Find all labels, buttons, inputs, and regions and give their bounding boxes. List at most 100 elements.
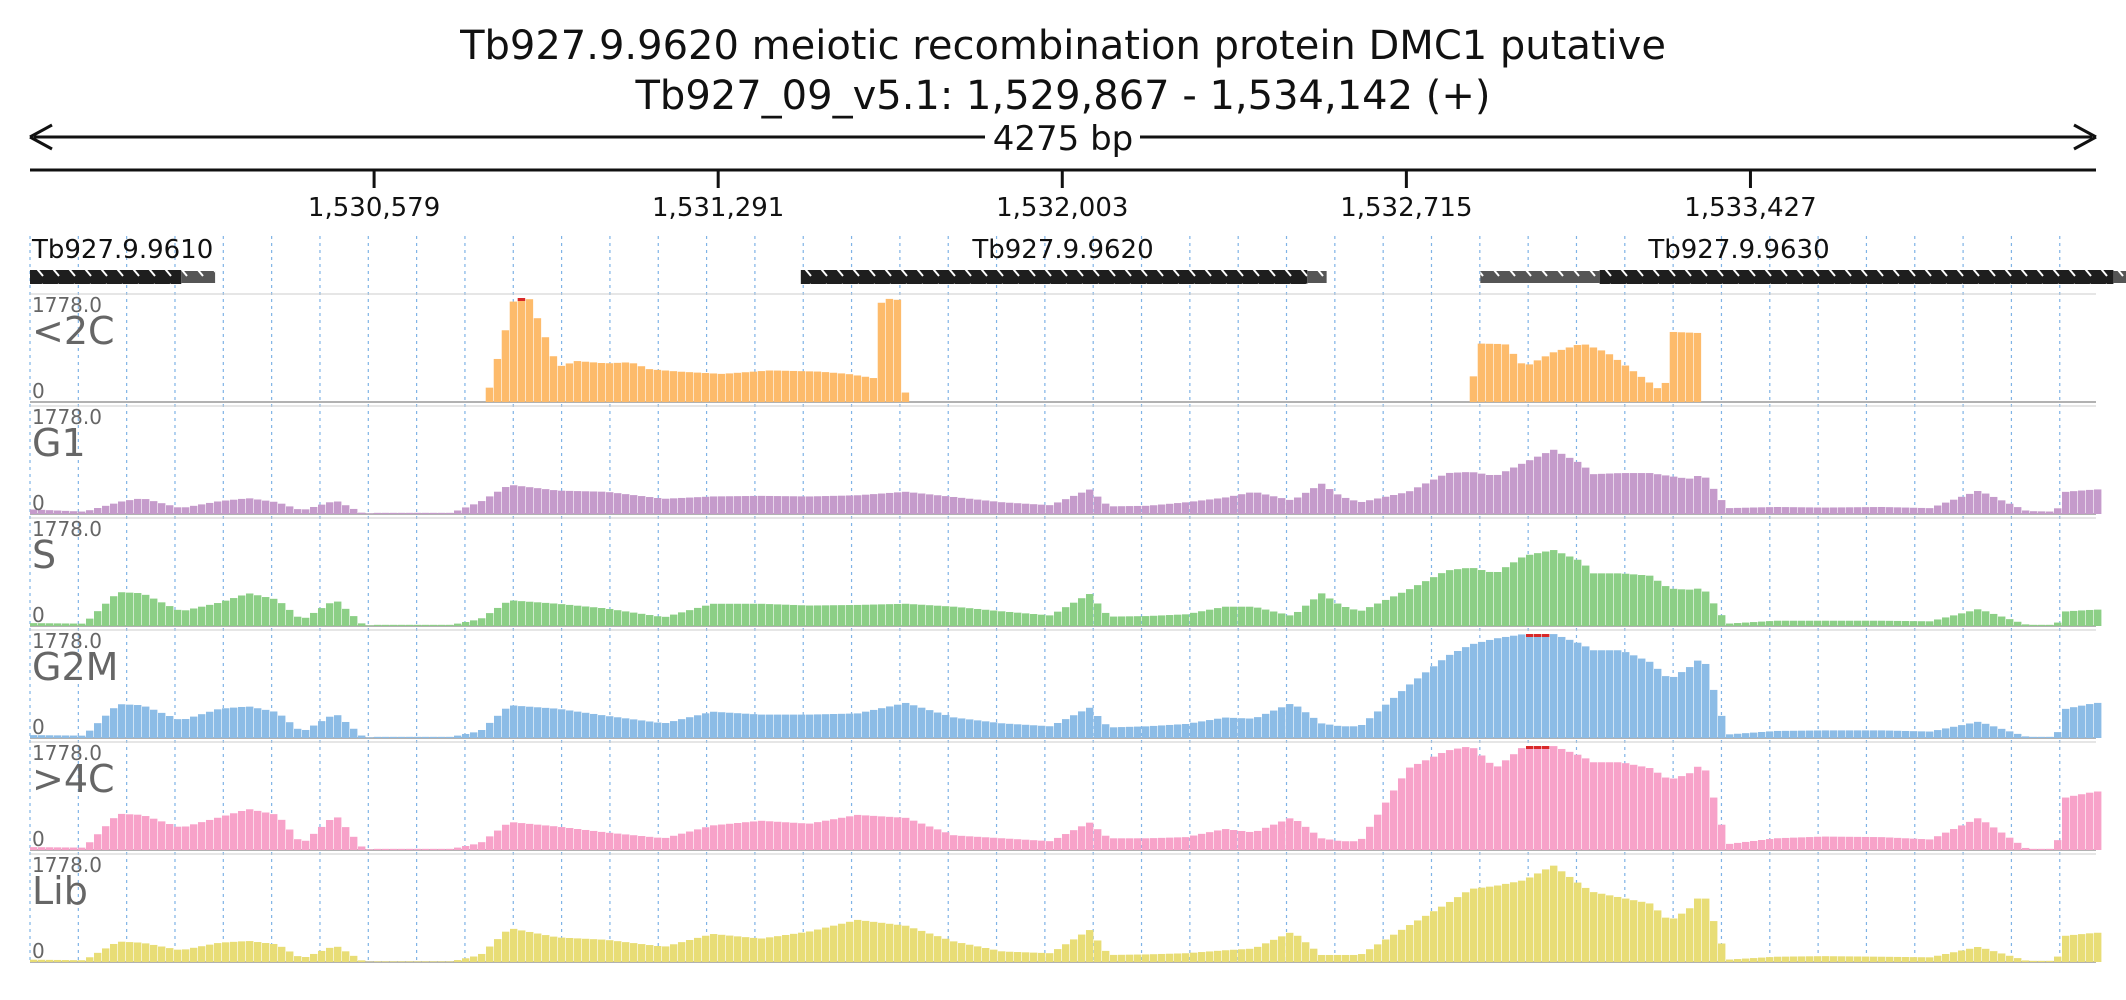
coverage-bar [1558, 553, 1566, 626]
coverage-bar [1886, 507, 1894, 514]
coverage-bar [1734, 842, 1742, 850]
coverage-bar [630, 719, 638, 738]
coverage-bar [78, 511, 86, 514]
coverage-bar [1942, 502, 1950, 514]
coverage-bar [1526, 877, 1534, 962]
coverage-bar [1630, 473, 1638, 514]
coverage-bar [1166, 503, 1174, 514]
coverage-bar [54, 510, 62, 514]
coverage-bar [1886, 730, 1894, 738]
coverage-bar [1613, 359, 1622, 402]
coverage-bar [2014, 842, 2022, 850]
coverage-bar [1814, 836, 1822, 850]
coverage-bar [501, 330, 510, 402]
coverage-bar [1270, 496, 1278, 514]
coverage-bar [118, 941, 126, 962]
coverage-bar [454, 735, 462, 738]
coverage-bar [118, 704, 126, 738]
coverage-bar [2078, 610, 2086, 626]
coverage-bar [302, 957, 310, 962]
coverage-bar [1470, 643, 1478, 738]
coverage-bar [502, 931, 510, 962]
coverage-bar [1358, 724, 1366, 738]
coverage-bar [1030, 952, 1038, 962]
coverage-bar [1278, 498, 1286, 514]
coverage-bar [1525, 364, 1534, 402]
coverage-bar [486, 496, 494, 514]
coverage-bar [446, 961, 454, 962]
coverage-bar [1006, 838, 1014, 850]
coverage-bar [398, 512, 406, 514]
coverage-bar [1710, 797, 1718, 850]
coverage-bar [901, 392, 910, 402]
coverage-bar [1806, 837, 1814, 850]
coverage-bar [910, 492, 918, 514]
coverage-bar [1198, 500, 1206, 514]
coverage-bar [1942, 617, 1950, 626]
coverage-bar [1718, 715, 1726, 738]
coverage-bar [1054, 722, 1062, 738]
coverage-bar [902, 491, 910, 514]
coverage-bar [1742, 841, 1750, 850]
coverage-bar [1286, 615, 1294, 626]
coverage-bar [1134, 505, 1142, 514]
coverage-bar [1198, 833, 1206, 850]
coverage-bar [1582, 646, 1590, 738]
coverage-bar [310, 506, 318, 514]
coverage-bar [1526, 634, 1534, 738]
coverage-bar [1390, 596, 1398, 626]
coverage-bar [862, 815, 870, 850]
coverage-bar [1622, 898, 1630, 962]
coverage-bar [1926, 957, 1934, 962]
coverage-bar [518, 486, 526, 514]
coverage-bar [358, 960, 366, 962]
coverage-bar [342, 608, 350, 626]
gene-label: Tb927.9.9630 [1647, 235, 1829, 265]
coverage-bar [1493, 343, 1502, 402]
coverage-bar [630, 495, 638, 514]
coverage-bar [118, 501, 126, 514]
coverage-bar [294, 956, 302, 962]
coverage-bar [2070, 934, 2078, 962]
coverage-bar [558, 604, 566, 626]
coverage-bar [198, 504, 206, 514]
coverage-bar [1950, 952, 1958, 962]
coverage-bar [110, 943, 118, 962]
coverage-bar [1670, 476, 1678, 514]
coverage-bar [757, 371, 766, 402]
coverage-bar [782, 604, 790, 626]
coverage-bar [685, 372, 694, 402]
coverage-bar [414, 736, 422, 738]
coverage-bar [1902, 838, 1910, 850]
track-min-label: 0 [32, 715, 45, 739]
coverage-bar [1822, 730, 1830, 738]
coverage-bar [838, 923, 846, 962]
coverage-bar [430, 848, 438, 850]
coverage-bar [38, 847, 46, 850]
coverage-bar [46, 959, 54, 962]
clip-marker [1526, 634, 1534, 637]
coverage-bar [190, 947, 198, 962]
coverage-bar [230, 707, 238, 738]
gene-label: Tb927.9.9620 [971, 235, 1153, 265]
coverage-bar [806, 823, 814, 850]
coverage-bar [894, 492, 902, 514]
coverage-bar [294, 728, 302, 738]
coverage-bar [1166, 724, 1174, 738]
coverage-bar [1038, 504, 1046, 514]
coverage-bar [1878, 956, 1886, 962]
coverage-bar [702, 605, 710, 626]
coverage-bar [565, 363, 574, 402]
coverage-bar [2022, 736, 2030, 738]
coverage-bar [1534, 553, 1542, 626]
coverage-bar [1758, 621, 1766, 626]
coverage-bar [142, 706, 150, 738]
coverage-bar [1182, 614, 1190, 626]
coverage-bar [1870, 730, 1878, 738]
coverage-bar [198, 822, 206, 850]
coverage-bar [1718, 943, 1726, 962]
coverage-bar [318, 504, 326, 514]
coverage-bar [1334, 603, 1342, 626]
coverage-bar [934, 605, 942, 626]
coverage-bar [142, 816, 150, 850]
